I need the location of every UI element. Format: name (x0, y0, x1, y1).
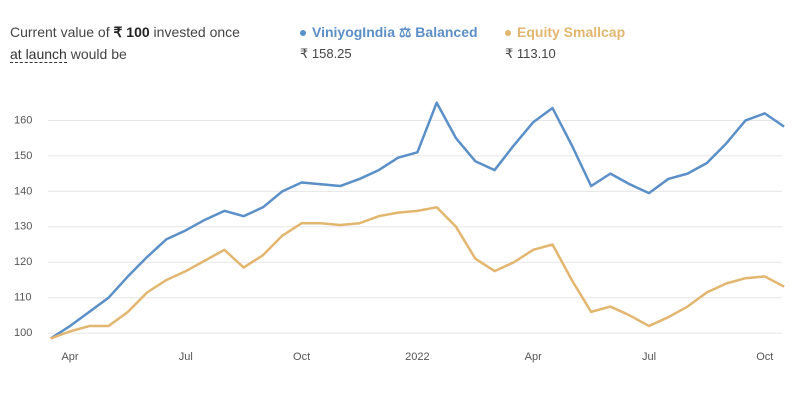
legend-dot (505, 30, 511, 37)
series-line (50, 206, 785, 340)
rest: invested once (153, 24, 240, 40)
x-tick-label: Apr (61, 351, 78, 363)
x-tick-label: Oct (756, 351, 773, 363)
y-tick-label: 140 (14, 185, 32, 197)
tail: would be (70, 46, 127, 62)
y-tick-label: 100 (14, 327, 32, 339)
y-tick-label: 150 (14, 150, 32, 162)
legend-value: ₹ 158.25 (300, 46, 352, 61)
legend-item: ViniyogIndia ⚖ Balanced ₹ 158.25 (300, 21, 478, 65)
legend-name: Equity Smallcap (517, 24, 626, 40)
y-tick-label: 130 (14, 221, 32, 233)
x-tick-label: Jul (179, 351, 193, 363)
y-tick-label: 110 (14, 292, 32, 304)
header: Current value of ₹ 100 invested once at … (10, 21, 240, 65)
y-tick-label: 120 (14, 256, 32, 268)
x-tick-label: Oct (293, 351, 310, 363)
x-tick-label: Apr (525, 351, 542, 363)
legend-dot (300, 30, 306, 37)
x-tick-label: 2022 (405, 351, 429, 363)
amount: ₹ 100 (113, 24, 150, 40)
series-line (50, 101, 785, 340)
launch-link[interactable]: at launch (10, 46, 67, 63)
legend-item: Equity Smallcap ₹ 113.10 (505, 21, 625, 65)
legend-value: ₹ 113.10 (505, 46, 556, 61)
intro: Current value of (10, 24, 110, 40)
x-tick-label: Jul (642, 351, 656, 363)
y-tick-label: 160 (14, 114, 32, 126)
legend-name: ViniyogIndia ⚖ Balanced (312, 24, 478, 40)
